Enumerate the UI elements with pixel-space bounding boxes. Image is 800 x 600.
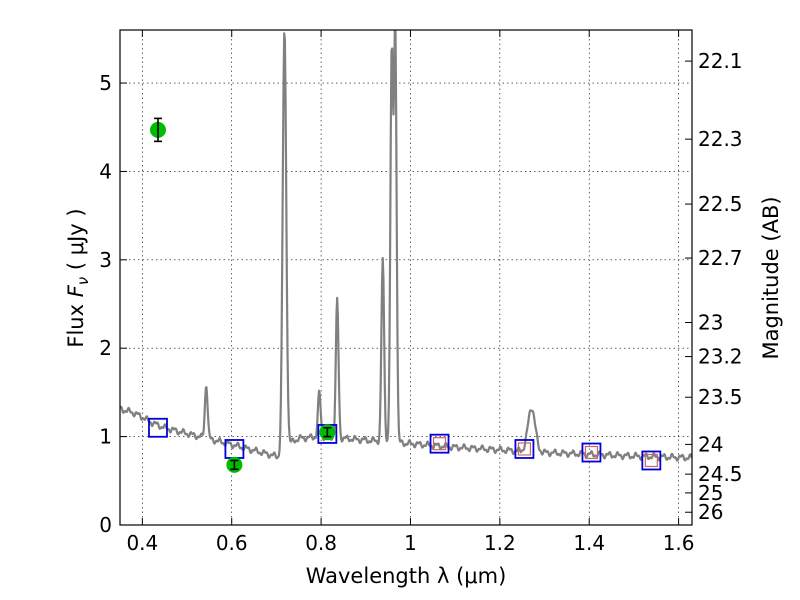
plot-frame: [119, 29, 693, 526]
y-tick-label: 1: [99, 425, 112, 449]
y-tick-label: 5: [99, 71, 112, 95]
y-tick-label: 0: [99, 513, 112, 537]
y2-tick-label: 23.2: [698, 345, 743, 369]
x-axis-label: Wavelength λ (μm): [306, 564, 507, 588]
y-tick-label: 4: [99, 159, 112, 183]
model-photometry-point: [641, 450, 662, 471]
model-photometry-inner-point: [644, 453, 658, 468]
y2-tick-label: 23.5: [698, 385, 743, 409]
grid-lines: [120, 30, 692, 525]
y2-tick-label: 24: [698, 432, 723, 456]
x-tick-label: 0.4: [126, 531, 158, 555]
y2-tick-label: 22.7: [698, 246, 743, 270]
y2-tick-label: 22.1: [698, 49, 743, 73]
y2-tick-label: 22.3: [698, 127, 743, 151]
x-tick-label: 0.8: [305, 531, 337, 555]
y2-tick-label: 26: [698, 500, 723, 524]
model-photometry-inner-point: [432, 437, 447, 451]
x-tick-label: 1.2: [484, 531, 516, 555]
y2-tick-label: 22.5: [698, 192, 743, 216]
y-tick-label: 2: [99, 336, 112, 360]
x-tick-label: 1: [404, 531, 417, 555]
y-axis-label-text: Flux Fν ( μJy ): [64, 208, 92, 347]
model-photometry-point: [514, 439, 535, 459]
x-tick-label: 1.6: [663, 531, 695, 555]
model-photometry-point: [581, 442, 602, 463]
model-photometry-point: [148, 417, 168, 438]
sed-model-curve: [120, 30, 692, 462]
x-tick-label: 0.6: [216, 531, 248, 555]
photometry-layer: [148, 117, 662, 473]
y2-axis-label-text: Magnitude (AB): [759, 196, 783, 359]
axis-ticks: 0.4 0.6 0.8 1 1.2 1.4 1.601234522.122.322.522.…: [99, 30, 743, 555]
y2-tick-label: 24.5: [698, 462, 743, 486]
sed-model-layer: [120, 30, 692, 462]
y-tick-label: 3: [99, 248, 112, 272]
y2-tick-label: 25: [698, 481, 723, 505]
model-photometry-point: [429, 433, 450, 454]
y2-axis-label: Magnitude (AB): [759, 196, 783, 359]
model-photometry-inner-point: [517, 442, 532, 456]
x-tick-label: 1.4: [573, 531, 605, 555]
model-photometry-inner-point: [584, 445, 599, 460]
y-axis-label: Flux Fν ( μJy ): [64, 208, 92, 347]
y2-tick-label: 23: [698, 311, 723, 335]
